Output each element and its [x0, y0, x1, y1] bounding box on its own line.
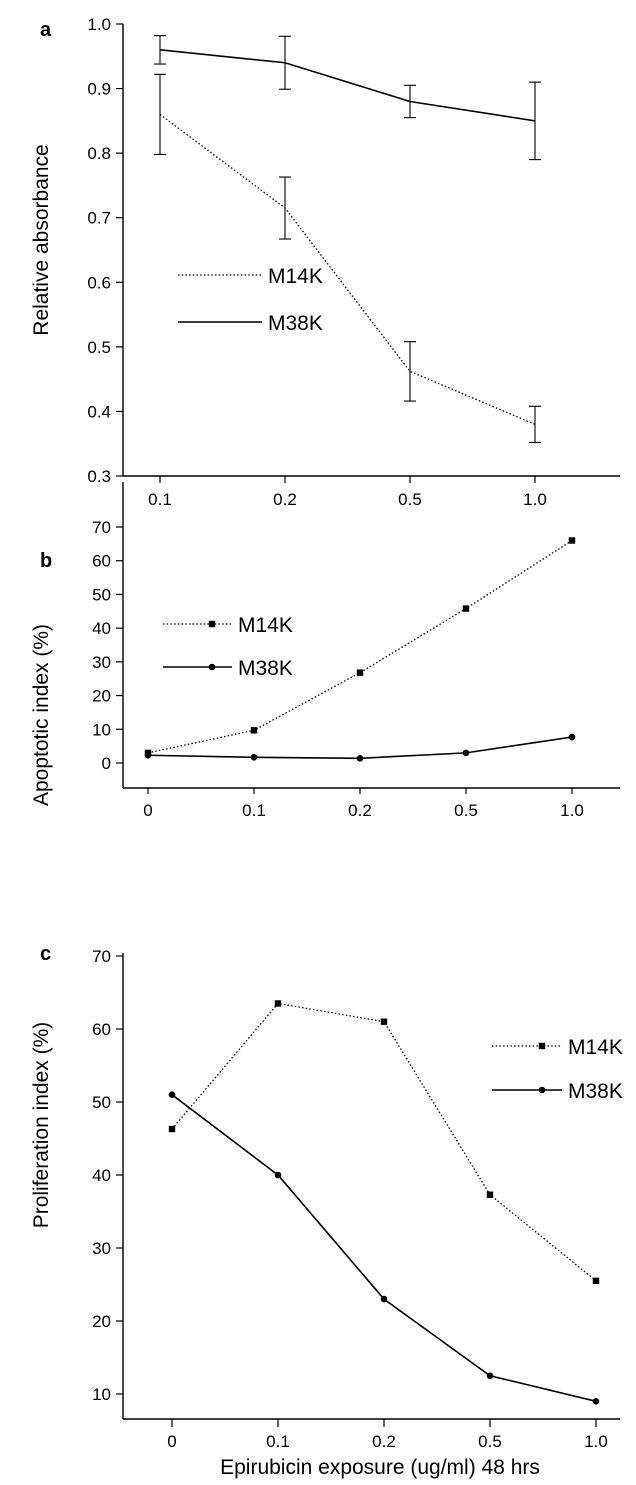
panel-a: a 0.3 0.4 0.5 0.6 0.7 0.8 0.9 1.0 0.1 0.2 0.5 1.0 Rel… [30, 15, 620, 509]
legend-label-m38k: M38K [238, 657, 293, 680]
y-tick-label: 20 [92, 687, 111, 706]
y-tick-label: 0.9 [87, 80, 111, 99]
data-point-m38k [356, 754, 364, 762]
y-tick-label: 0.4 [87, 402, 111, 421]
legend-marker [538, 1086, 546, 1094]
y-axis-label: Apoptotic index (%) [30, 624, 53, 806]
data-point-m14k [380, 1018, 388, 1025]
panel-letter-a: a [40, 19, 52, 41]
data-point-m38k [380, 1295, 388, 1303]
x-tick-label: 1.0 [560, 801, 584, 820]
legend-label-m38k: M38K [568, 1080, 623, 1103]
y-tick-label: 0.3 [87, 467, 111, 486]
y-tick-label: 0.8 [87, 144, 111, 163]
data-point-m38k [144, 751, 152, 759]
data-point-m14k [168, 1125, 176, 1133]
y-tick-label: 0.7 [87, 209, 111, 228]
legend-marker [208, 663, 216, 671]
series-line-m14k [147, 539, 573, 754]
x-tick-label: 0.2 [372, 1432, 396, 1451]
y-tick-label: 10 [92, 720, 111, 739]
legend-label-m14k: M14K [568, 1036, 623, 1059]
data-point-m14k [462, 605, 470, 612]
y-tick-label: 70 [92, 518, 111, 537]
y-axis-label: Relative absorbance [30, 144, 53, 335]
y-tick-label: 40 [92, 619, 111, 638]
data-point-m38k [274, 1171, 282, 1179]
y-tick-label: 20 [92, 1312, 111, 1331]
data-point-m38k [462, 749, 470, 757]
x-tick-label: 0.1 [242, 801, 266, 820]
x-tick-label: 0.1 [266, 1432, 290, 1451]
x-tick-label: 1.0 [523, 490, 547, 509]
x-tick-label: 0.5 [398, 490, 422, 509]
y-tick-label: 60 [92, 552, 111, 571]
data-point-m14k [274, 1000, 282, 1007]
y-tick-label: 0.5 [87, 338, 111, 357]
x-tick-label: 0 [143, 801, 152, 820]
data-point-m38k [250, 753, 258, 761]
y-tick-label: 0 [102, 754, 111, 773]
y-tick-label: 50 [92, 585, 111, 604]
y-tick-label: 50 [92, 1093, 111, 1112]
x-axis-label: Epirubicin exposure (ug/ml) 48 hrs [220, 1456, 540, 1479]
x-tick-label: 0.2 [273, 490, 297, 509]
x-tick-label: 0 [167, 1432, 176, 1451]
data-point-m38k [592, 1398, 600, 1405]
panel-letter-c: c [40, 943, 51, 965]
legend-marker [208, 620, 216, 628]
data-point-m14k [250, 727, 258, 734]
panel-b: b 0 10 20 30 40 50 60 70 0 0.1 0.2 0.5 1.0 Apoptotic i… [30, 482, 620, 820]
y-tick-label: 0.6 [87, 273, 111, 292]
data-point-m14k [356, 669, 364, 676]
series-line-m14k [159, 113, 536, 425]
y-tick-label: 30 [92, 653, 111, 672]
y-tick-label: 40 [92, 1166, 111, 1185]
y-tick-label: 70 [92, 947, 111, 966]
x-tick-label: 1.0 [584, 1432, 608, 1451]
legend-marker [538, 1042, 546, 1050]
legend-label-m38k: M38K [268, 312, 323, 335]
y-tick-label: 60 [92, 1020, 111, 1039]
y-axis-label: Proliferation index (%) [30, 1022, 53, 1229]
y-tick-label: 30 [92, 1239, 111, 1258]
data-point-m38k [486, 1372, 494, 1380]
series-line-m38k [159, 49, 536, 122]
panel-c: c 10 20 30 40 50 60 70 0 0.1 0.2 0.5 1.0 Proliferatio… [30, 943, 623, 1451]
y-tick-label: 1.0 [87, 15, 111, 34]
x-tick-label: 0.1 [148, 490, 172, 509]
data-point-m14k [568, 537, 576, 544]
data-point-m38k [168, 1091, 176, 1098]
panel-letter-b: b [40, 550, 52, 572]
data-point-m14k [592, 1277, 600, 1285]
data-point-m38k [568, 733, 576, 741]
legend-label-m14k: M14K [268, 265, 323, 288]
series-line-m38k [171, 1094, 597, 1403]
x-tick-label: 0.5 [478, 1432, 502, 1451]
x-tick-label: 0.5 [454, 801, 478, 820]
y-tick-label: 10 [92, 1385, 111, 1404]
data-point-m14k [486, 1191, 494, 1198]
x-tick-label: 0.2 [348, 801, 372, 820]
legend-label-m14k: M14K [238, 614, 293, 637]
